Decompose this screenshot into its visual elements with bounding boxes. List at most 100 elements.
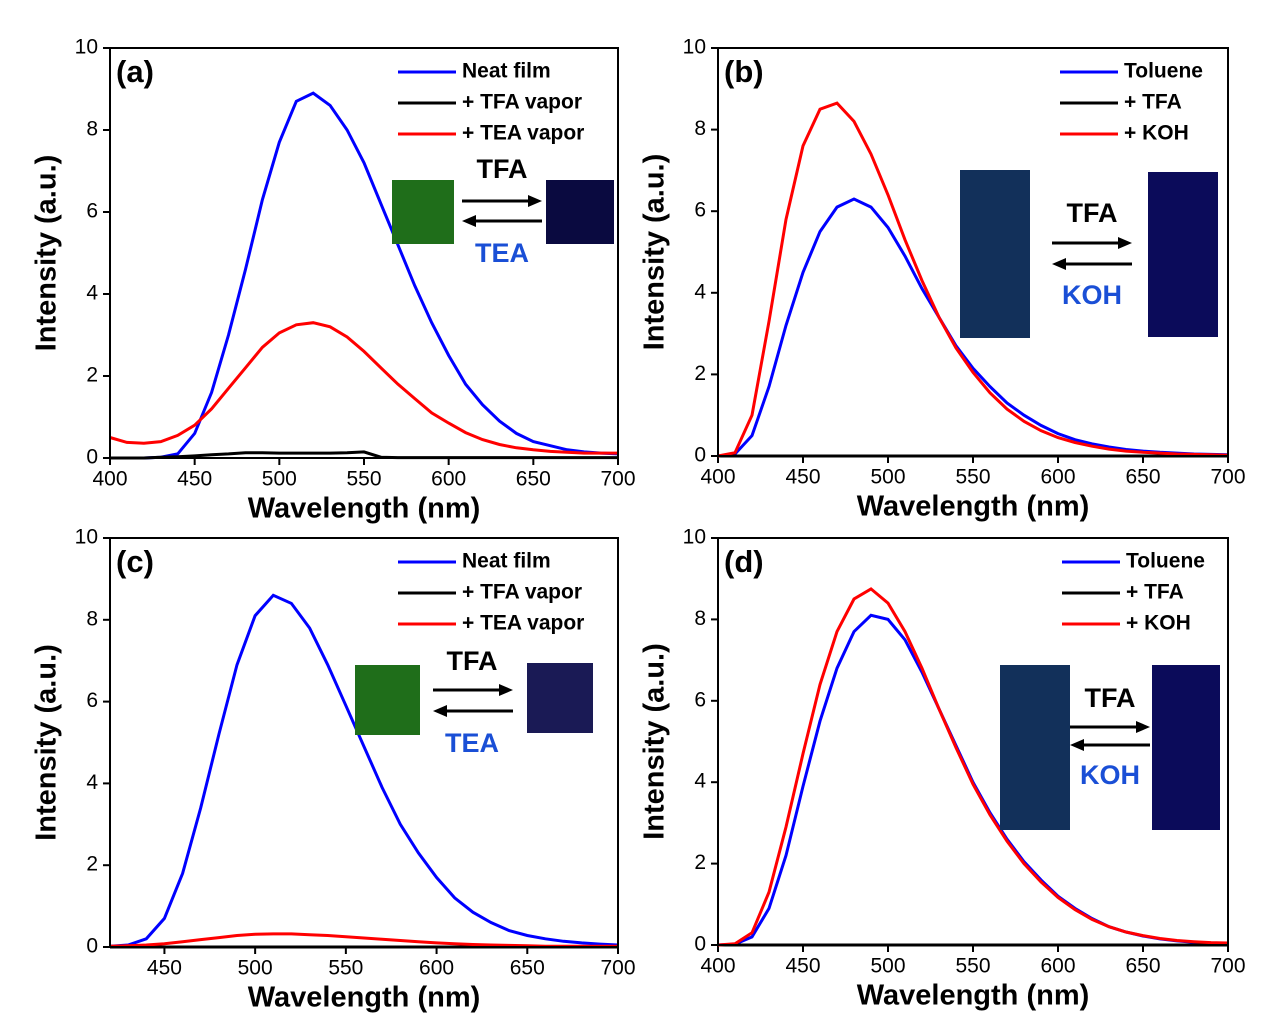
y-tick-label: 6 <box>86 200 98 223</box>
y-tick-label: 6 <box>86 689 98 712</box>
inset-photo <box>1152 665 1220 830</box>
x-tick-label: 400 <box>700 955 735 978</box>
x-tick-label: 450 <box>177 468 212 491</box>
legend-label: + TFA <box>1124 91 1182 114</box>
inset-photo <box>392 180 454 244</box>
inset-label: KOH <box>1062 280 1122 310</box>
y-tick-label: 2 <box>694 362 706 385</box>
x-tick-label: 700 <box>1210 955 1245 978</box>
arrow-head <box>499 684 513 696</box>
plot-frame <box>717 537 1229 946</box>
inset-photo <box>1148 172 1218 337</box>
inset-label: TFA <box>1085 683 1136 713</box>
x-tick-label: 600 <box>431 468 466 491</box>
x-tick-label: 400 <box>700 466 735 489</box>
y-tick-label: 10 <box>75 526 98 549</box>
y-tick-label: 0 <box>694 444 706 467</box>
legend-label: + TFA <box>1126 581 1184 604</box>
y-tick-label: 2 <box>86 853 98 876</box>
x-tick-label: 700 <box>600 957 635 980</box>
arrow-head <box>1070 739 1084 751</box>
data-line <box>109 321 618 455</box>
x-tick-label: 400 <box>92 468 127 491</box>
y-axis-title: Intensity (a.u.) <box>31 644 63 841</box>
y-tick-label: 4 <box>86 771 98 794</box>
y-axis-title: Intensity (a.u.) <box>31 155 63 352</box>
x-tick-label: 700 <box>600 468 635 491</box>
plot-frame <box>109 47 619 459</box>
legend-label: Neat film <box>462 550 551 573</box>
panel-label: (a) <box>116 54 154 89</box>
inset-photo <box>527 663 593 733</box>
y-tick-label: 4 <box>86 282 98 305</box>
legend-label: + TEA vapor <box>462 612 584 635</box>
y-tick-label: 2 <box>694 851 706 874</box>
x-tick-label: 700 <box>1210 466 1245 489</box>
x-tick-label: 600 <box>419 957 454 980</box>
panel-label: (d) <box>724 544 764 579</box>
y-axis-title: Intensity (a.u.) <box>639 643 671 840</box>
data-line <box>110 91 619 460</box>
y-tick-label: 6 <box>694 199 706 222</box>
panel-label: (b) <box>724 54 764 89</box>
x-axis-title: Wavelength (nm) <box>857 980 1090 1012</box>
inset-label: TEA <box>445 728 499 758</box>
x-axis-title: Wavelength (nm) <box>857 491 1090 523</box>
x-tick-label: 550 <box>955 466 990 489</box>
y-tick-label: 10 <box>683 36 706 59</box>
x-tick-label: 600 <box>1040 955 1075 978</box>
legend-label: + TFA vapor <box>462 581 582 604</box>
data-line <box>717 587 1229 947</box>
x-tick-label: 450 <box>785 955 820 978</box>
x-tick-label: 500 <box>262 468 297 491</box>
y-tick-label: 8 <box>694 117 706 140</box>
y-tick-label: 4 <box>694 770 706 793</box>
legend-label: Neat film <box>462 60 551 83</box>
inset-photo <box>960 170 1030 338</box>
x-tick-label: 550 <box>955 955 990 978</box>
legend-label: Toluene <box>1126 550 1205 573</box>
y-tick-label: 6 <box>694 688 706 711</box>
inset-photo <box>1000 665 1070 830</box>
y-tick-label: 10 <box>75 36 98 59</box>
x-tick-label: 650 <box>516 468 551 491</box>
inset-label: TEA <box>475 238 529 268</box>
x-tick-label: 650 <box>1125 955 1160 978</box>
inset-label: TFA <box>447 646 498 676</box>
y-tick-label: 8 <box>86 118 98 141</box>
inset-photo <box>546 180 614 244</box>
x-tick-label: 550 <box>328 957 363 980</box>
arrow-head <box>528 195 542 207</box>
legend-label: + TEA vapor <box>462 122 584 145</box>
plot-frame <box>109 537 619 948</box>
arrow-head <box>1052 258 1066 270</box>
data-line <box>717 101 1229 458</box>
y-tick-label: 8 <box>86 607 98 630</box>
inset-photo <box>355 665 420 735</box>
x-tick-label: 650 <box>510 957 545 980</box>
x-tick-label: 500 <box>870 955 905 978</box>
y-tick-label: 10 <box>683 526 706 549</box>
arrow-head <box>462 215 476 227</box>
y-tick-label: 4 <box>694 280 706 303</box>
x-tick-label: 500 <box>238 957 273 980</box>
y-tick-label: 0 <box>86 935 98 958</box>
y-tick-label: 0 <box>694 933 706 956</box>
arrow-head <box>433 705 447 717</box>
x-tick-label: 450 <box>785 466 820 489</box>
legend-label: + KOH <box>1126 612 1191 635</box>
inset-label: KOH <box>1080 760 1140 790</box>
x-tick-label: 550 <box>346 468 381 491</box>
y-axis-title: Intensity (a.u.) <box>639 154 671 351</box>
plot-frame <box>717 47 1229 457</box>
y-tick-label: 8 <box>694 607 706 630</box>
data-line <box>109 932 618 948</box>
x-tick-label: 500 <box>870 466 905 489</box>
y-tick-label: 0 <box>86 446 98 469</box>
x-axis-title: Wavelength (nm) <box>248 493 481 525</box>
inset-label: TFA <box>477 154 528 184</box>
x-tick-label: 450 <box>147 957 182 980</box>
legend-label: + KOH <box>1124 122 1189 145</box>
